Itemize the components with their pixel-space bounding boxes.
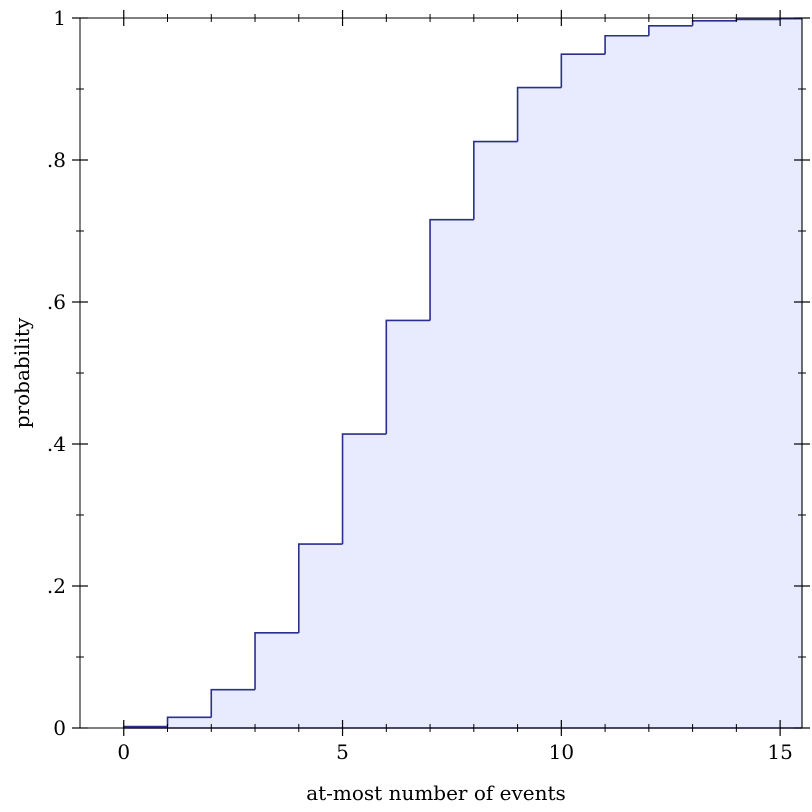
y-tick-label: .6 [47, 290, 66, 314]
cdf-step-1 [166, 716, 212, 727]
x-tick-label: 10 [549, 740, 574, 764]
y-axis-title: probability [10, 317, 34, 428]
cdf-step-7 [429, 218, 474, 321]
cdf-step-8 [473, 140, 518, 220]
cdf-step-12 [648, 25, 693, 36]
cdf-step-15 [779, 17, 802, 20]
y-tick-label: 1 [53, 6, 66, 30]
tick-labels-layer: 0 5 10 15 0 .2 .4 .6 .8 1 [47, 6, 793, 764]
ticks-layer [72, 10, 810, 736]
area-layer [122, 17, 803, 729]
cdf-step-11 [604, 34, 649, 55]
cdf-step-10 [560, 53, 606, 88]
y-tick-label: .2 [47, 574, 66, 598]
y-tick-label: .4 [47, 432, 66, 456]
cdf-step-5 [341, 433, 387, 545]
x-axis-title: at-most number of events [306, 781, 566, 805]
cdf-step-6 [385, 319, 431, 435]
cdf-step-2 [210, 688, 256, 718]
cdf-step-9 [516, 86, 562, 142]
cdf-step-4 [297, 543, 343, 633]
x-tick-label: 5 [336, 740, 349, 764]
cdf-area-fill [123, 18, 803, 728]
y-tick-label: 0 [53, 716, 66, 740]
y-tick-label: .8 [47, 148, 66, 172]
x-tick-label: 0 [117, 740, 130, 764]
cdf-step-3 [254, 632, 299, 690]
x-tick-label: 15 [767, 740, 792, 764]
